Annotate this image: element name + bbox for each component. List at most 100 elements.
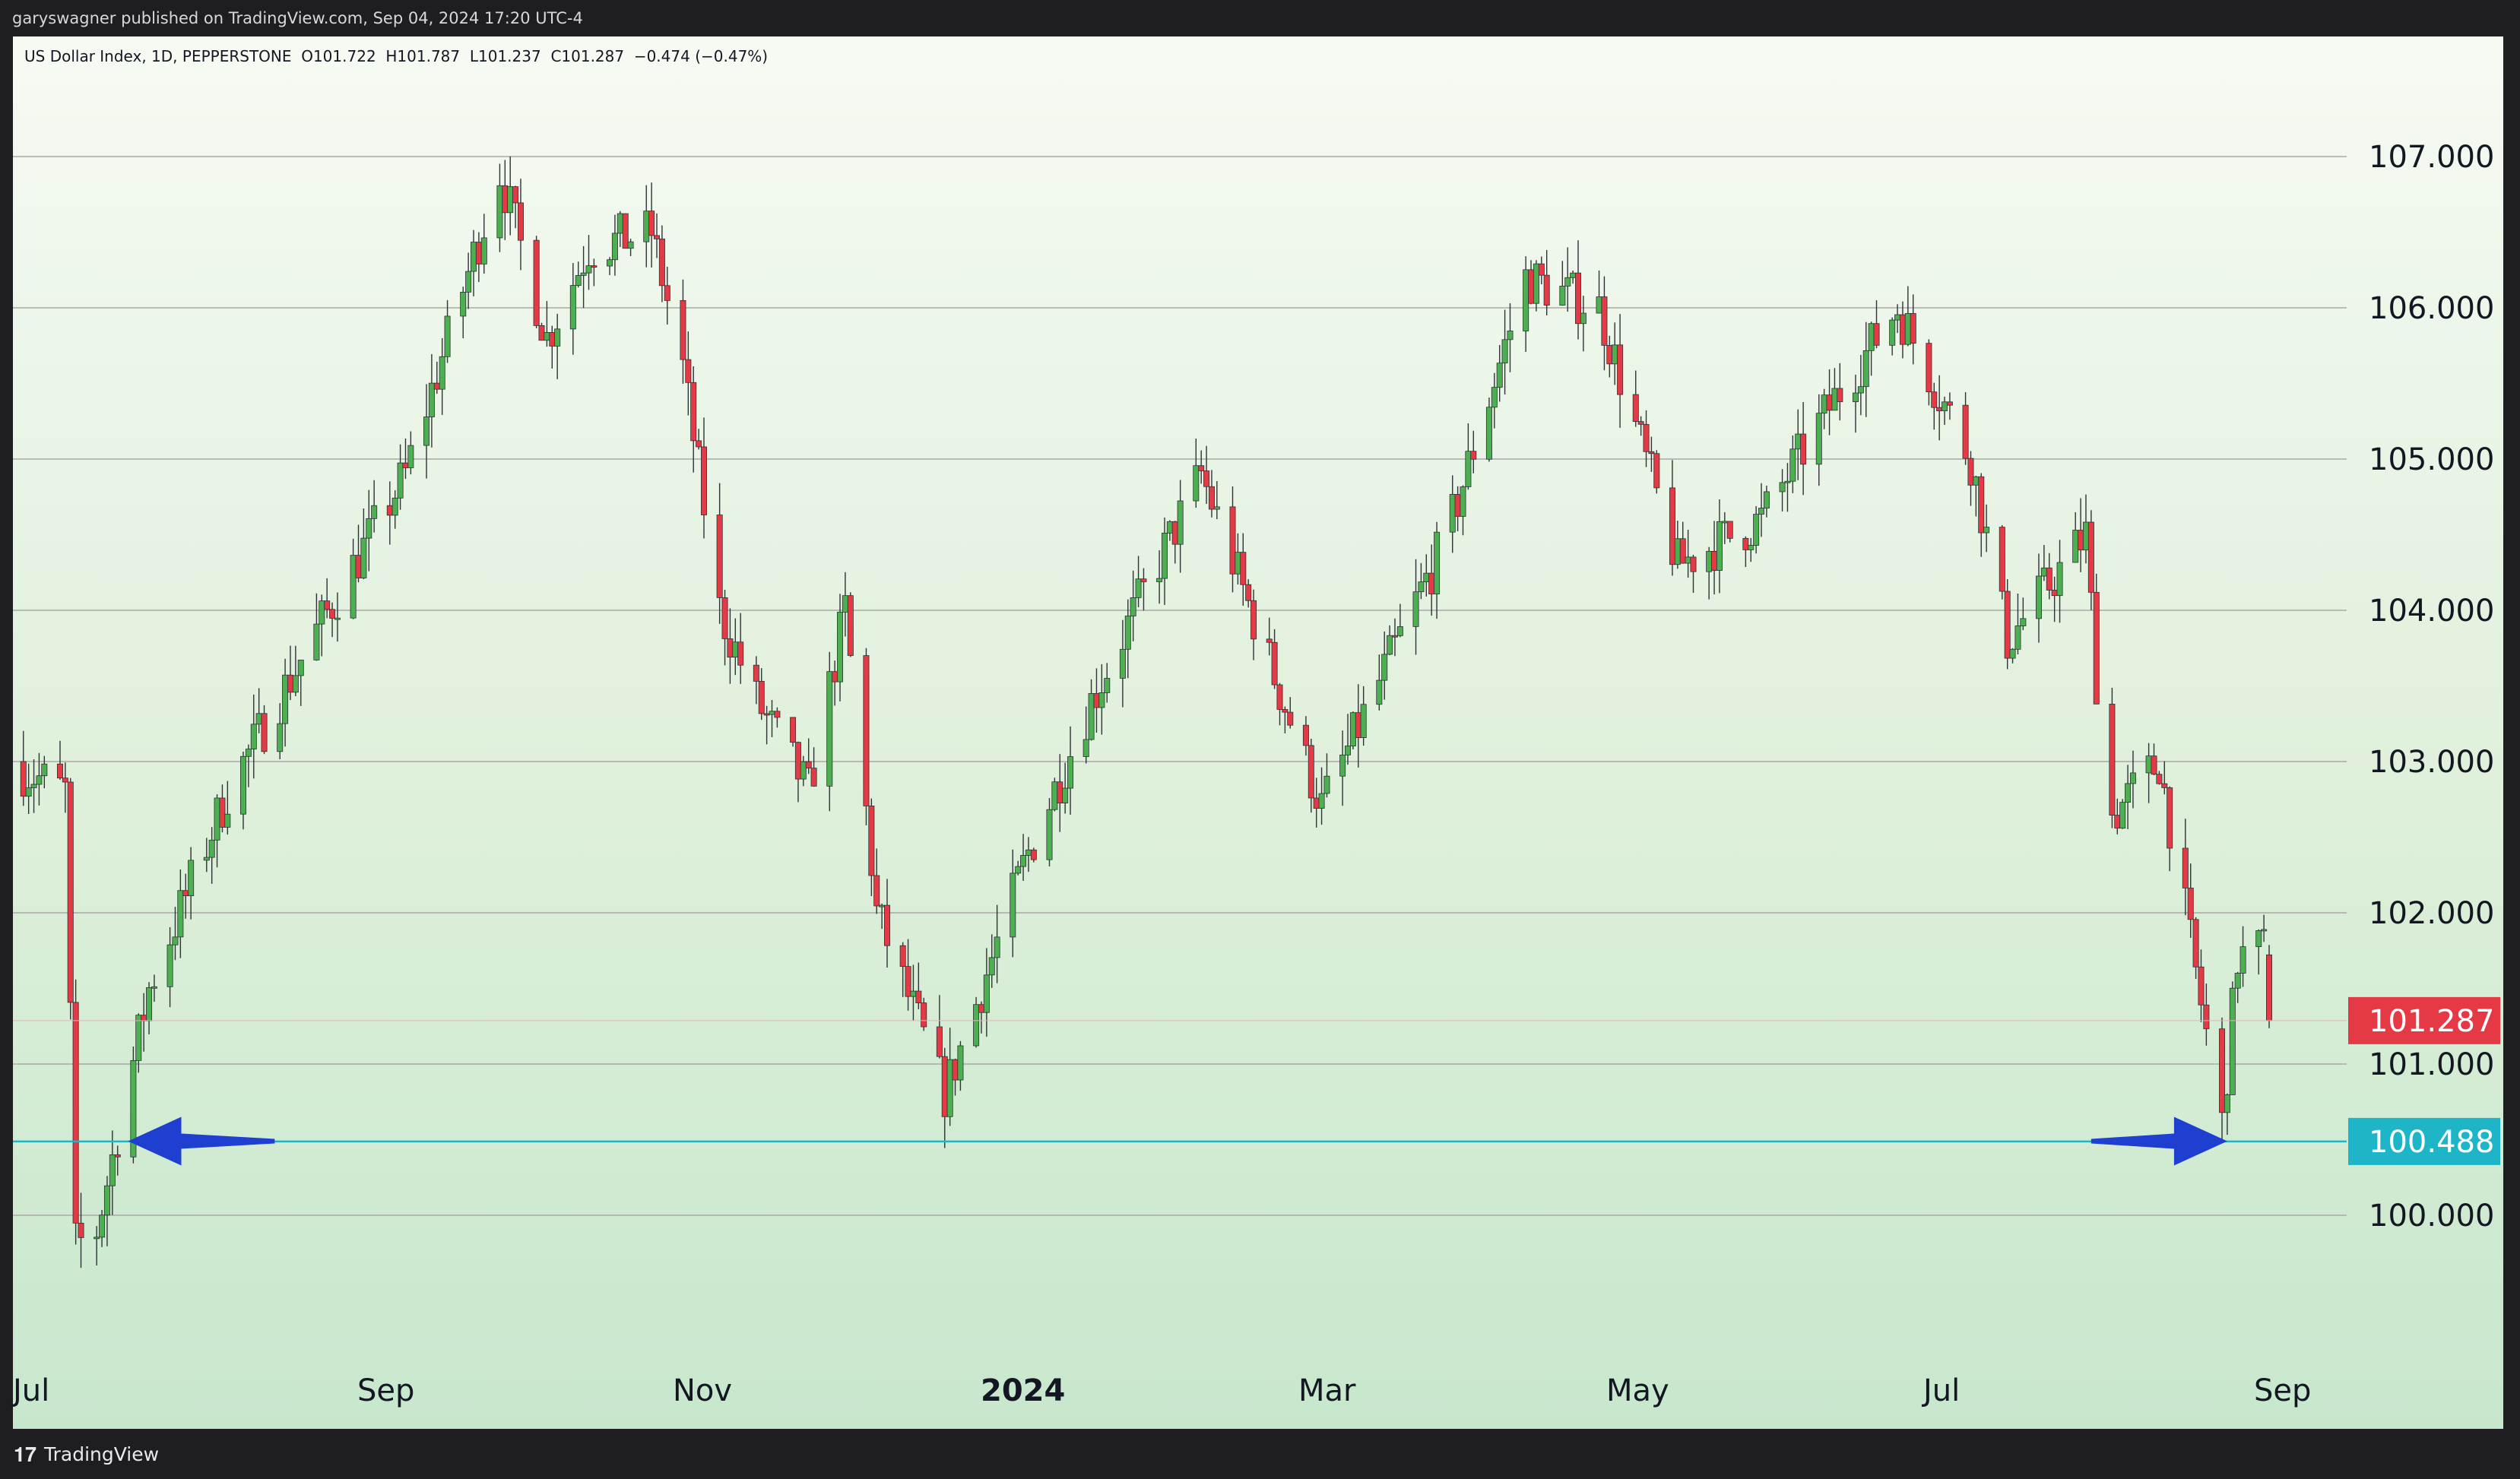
candle — [292, 645, 299, 696]
candle — [2020, 597, 2027, 631]
open-value: O101.722 — [301, 47, 376, 65]
candle — [1716, 499, 1723, 594]
tradingview-logo-icon[interactable]: 𝟏𝟕 — [14, 1443, 37, 1467]
candle — [1485, 397, 1492, 462]
candle — [1748, 537, 1754, 562]
candle — [1339, 730, 1346, 806]
candle — [475, 232, 482, 283]
candle — [769, 699, 775, 737]
candle — [794, 741, 801, 803]
time-tick-label: Nov — [673, 1373, 732, 1408]
candle — [1010, 849, 1016, 958]
candle — [2072, 512, 2079, 563]
candle — [763, 705, 770, 745]
price-tick-label: 105.000 — [2369, 442, 2494, 477]
candle — [2004, 578, 2011, 670]
candle — [334, 592, 341, 642]
candle — [957, 1040, 964, 1091]
candle — [114, 1145, 121, 1176]
candle — [25, 763, 32, 814]
candle — [1496, 344, 1503, 402]
candle — [1685, 530, 1691, 578]
candle — [847, 592, 854, 657]
candle — [1612, 322, 1618, 385]
candle — [727, 608, 734, 684]
candle — [879, 903, 886, 930]
candle — [826, 651, 833, 812]
candle — [30, 759, 37, 813]
candle — [2087, 510, 2094, 610]
candle — [1015, 860, 1022, 876]
candle — [2151, 743, 2157, 776]
candle — [2203, 983, 2210, 1046]
candle — [774, 707, 781, 728]
time-tick-label: Jul — [11, 1373, 49, 1408]
candle — [921, 997, 927, 1031]
candle — [245, 744, 252, 787]
candle — [439, 337, 445, 415]
candle — [2093, 573, 2100, 705]
candle — [538, 322, 545, 341]
time-tick-label: Jul — [1921, 1373, 1960, 1408]
candle — [1868, 321, 1875, 376]
candle — [1617, 314, 1624, 428]
candle — [1391, 618, 1398, 657]
candle — [2036, 553, 2043, 643]
candle — [1412, 559, 1419, 655]
candle — [622, 213, 629, 249]
candle — [790, 717, 797, 747]
price-tick-label: 104.000 — [2369, 594, 2494, 629]
candle — [219, 784, 226, 833]
candle — [151, 974, 157, 1002]
right-arrow-icon[interactable] — [2090, 1116, 2227, 1166]
candle — [873, 848, 880, 914]
candle — [1570, 271, 1577, 284]
candle — [753, 656, 759, 705]
candle — [250, 694, 257, 779]
candle — [643, 185, 650, 268]
candle — [99, 1210, 106, 1247]
footer-brand[interactable]: TradingView — [44, 1443, 160, 1465]
candle — [1815, 394, 1822, 486]
candle — [732, 618, 739, 676]
candle — [1423, 554, 1430, 597]
time-tick-label: May — [1606, 1373, 1669, 1408]
candle — [569, 263, 576, 355]
candle — [1742, 536, 1749, 567]
candle — [1606, 335, 1613, 378]
candle — [1025, 837, 1032, 873]
candle — [502, 160, 509, 240]
candle — [1559, 261, 1566, 306]
candle — [1098, 663, 1105, 735]
candle — [366, 489, 372, 572]
candle — [141, 993, 147, 1052]
candle — [1899, 301, 1906, 359]
candle — [1449, 475, 1456, 553]
candle — [480, 214, 487, 274]
candle — [62, 762, 68, 813]
candle — [1674, 521, 1681, 569]
candle — [685, 331, 692, 416]
candle — [2219, 1017, 2226, 1142]
candle — [255, 688, 262, 733]
candle — [282, 658, 289, 747]
candle — [1465, 423, 1472, 490]
candle — [1250, 589, 1257, 660]
price-tick-label: 100.000 — [2369, 1199, 2494, 1234]
candle — [2109, 687, 2116, 828]
left-arrow-icon[interactable] — [128, 1116, 275, 1166]
price-tick-label: 107.000 — [2369, 140, 2494, 175]
candle — [575, 261, 582, 288]
chart-area[interactable] — [13, 36, 2503, 1429]
candle — [56, 740, 63, 781]
candle — [2114, 798, 2121, 835]
candle — [1575, 240, 1582, 340]
candle — [1203, 445, 1210, 504]
candle — [591, 258, 598, 287]
candle — [166, 926, 173, 1008]
candle — [1942, 396, 1948, 426]
candle — [585, 235, 592, 290]
candle — [1046, 798, 1053, 866]
candle — [1124, 599, 1131, 679]
candle — [1093, 668, 1100, 733]
